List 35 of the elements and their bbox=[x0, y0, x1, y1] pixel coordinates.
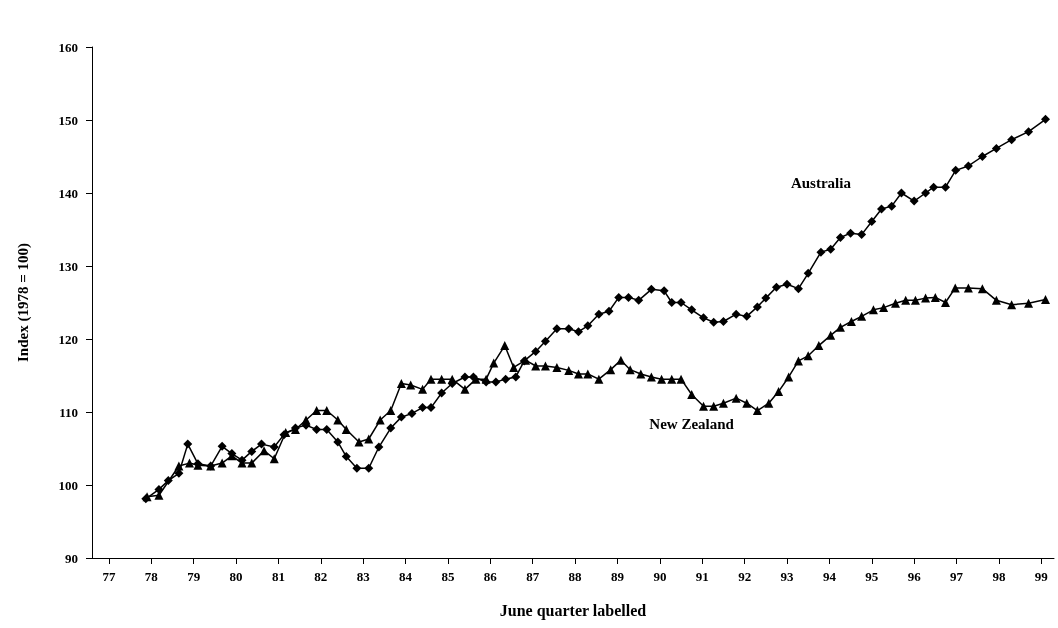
x-tick-label: 84 bbox=[399, 569, 413, 584]
x-tick-label: 95 bbox=[865, 569, 879, 584]
x-tick-label: 88 bbox=[568, 569, 583, 584]
series-label: New Zealand bbox=[649, 415, 735, 432]
y-tick-label: 160 bbox=[58, 39, 78, 55]
x-tick-label: 97 bbox=[950, 569, 964, 584]
x-tick-label: 78 bbox=[144, 569, 159, 584]
y-tick-label: 130 bbox=[58, 258, 78, 274]
text: Australia bbox=[790, 174, 852, 191]
x-tick-label: 85 bbox=[441, 569, 455, 584]
x-tick-label: 90 bbox=[653, 569, 667, 584]
y-tick-label: 90 bbox=[65, 550, 78, 566]
x-tick-label: 99 bbox=[1034, 569, 1049, 584]
x-tick-label: 77 bbox=[102, 569, 116, 584]
x-tick-label: 92 bbox=[738, 569, 752, 584]
x-tick-label: 86 bbox=[483, 569, 498, 584]
x-tick-label: 96 bbox=[907, 569, 922, 584]
y-axis-title: Index (1978 = 100) bbox=[14, 243, 32, 362]
x-tick-label: 94 bbox=[822, 569, 837, 584]
x-tick-label: 89 bbox=[611, 569, 625, 584]
x-tick-label: 80 bbox=[229, 569, 243, 584]
x-tick-label: 79 bbox=[187, 569, 201, 584]
x-tick-label: 87 bbox=[526, 569, 540, 584]
y-tick-label: 150 bbox=[58, 112, 78, 128]
x-tick-label: 82 bbox=[314, 569, 328, 584]
y-tick-label: 110 bbox=[59, 404, 78, 420]
x-tick-label: 98 bbox=[992, 569, 1006, 584]
x-tick-label: 83 bbox=[356, 569, 371, 584]
y-tick-label: 100 bbox=[58, 477, 78, 493]
x-tick-label: 91 bbox=[695, 569, 709, 584]
y-tick-label: 140 bbox=[58, 185, 78, 201]
x-tick-label: 93 bbox=[780, 569, 795, 584]
x-tick-label: 81 bbox=[271, 569, 285, 584]
y-tick-label: 120 bbox=[58, 331, 78, 347]
x-axis-title: June quarter labelled bbox=[499, 601, 647, 620]
